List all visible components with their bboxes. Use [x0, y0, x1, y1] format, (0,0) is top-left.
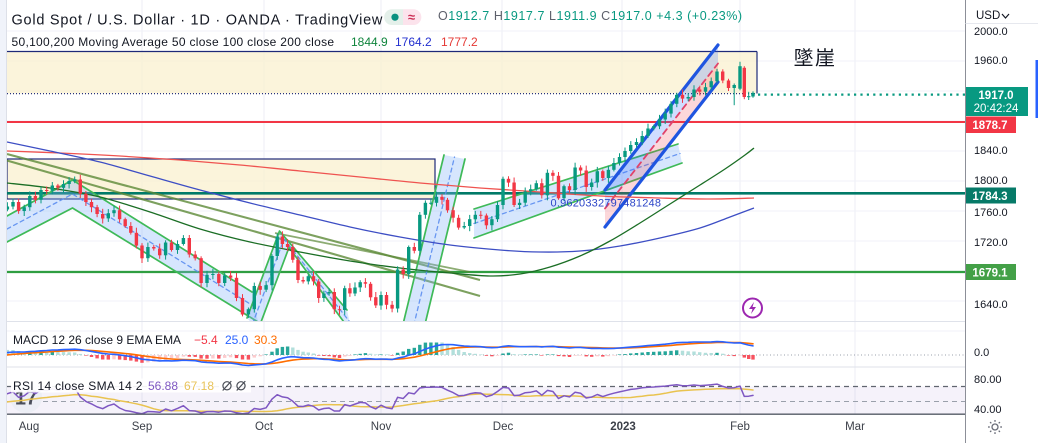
svg-text:1917.0: 1917.0: [978, 90, 1013, 102]
svg-text:Feb: Feb: [730, 421, 750, 433]
svg-text:30.3: 30.3: [254, 333, 278, 347]
svg-text:56.88: 56.88: [148, 379, 178, 393]
svg-text:1640.0: 1640.0: [974, 299, 1008, 311]
svg-text:Mar: Mar: [845, 421, 865, 433]
svg-text:1878.7: 1878.7: [972, 120, 1007, 132]
svg-text:USD: USD: [976, 10, 1000, 22]
svg-text:≈: ≈: [408, 10, 415, 25]
svg-text:MACD 12 26 close 9 EMA EMA: MACD 12 26 close 9 EMA EMA: [13, 333, 181, 347]
svg-text:0.0: 0.0: [974, 347, 989, 359]
svg-text:2023: 2023: [610, 421, 636, 433]
svg-text:25.0: 25.0: [225, 333, 249, 347]
svg-text:Sep: Sep: [132, 421, 152, 433]
svg-text:Aug: Aug: [19, 421, 39, 433]
svg-text:1844.9: 1844.9: [351, 35, 388, 49]
svg-text:67.18: 67.18: [184, 379, 214, 393]
svg-text:O1912.7 H1917.7 L1911.9 C1917.: O1912.7 H1917.7 L1911.9 C1917.0 +4.3 (+0…: [438, 9, 743, 23]
svg-text:Oct: Oct: [255, 421, 274, 433]
svg-text:1679.1: 1679.1: [972, 267, 1008, 279]
svg-text:Nov: Nov: [371, 421, 392, 433]
svg-text:1760.0: 1760.0: [974, 207, 1008, 219]
svg-text:1764.2: 1764.2: [395, 35, 432, 49]
svg-text:80.00: 80.00: [974, 374, 1002, 386]
svg-text:17: 17: [15, 388, 37, 410]
svg-text:40.00: 40.00: [974, 404, 1002, 416]
svg-text:50,100,200 Moving Average 50 c: 50,100,200 Moving Average 50 close 100 c…: [12, 35, 335, 49]
svg-text:Gold Spot / U.S. Dollar · 1D ·: Gold Spot / U.S. Dollar · 1D · OANDA · T…: [12, 13, 384, 29]
svg-text:2000.0: 2000.0: [974, 26, 1008, 38]
svg-text:1777.2: 1777.2: [441, 35, 478, 49]
svg-text:0.9620332797481248: 0.9620332797481248: [551, 198, 662, 210]
svg-text:1800.0: 1800.0: [974, 175, 1008, 187]
svg-text:1960.0: 1960.0: [974, 55, 1008, 67]
svg-text:1720.0: 1720.0: [974, 237, 1008, 249]
svg-text:RSI 14 close SMA 14 2: RSI 14 close SMA 14 2: [13, 379, 143, 393]
svg-text:Dec: Dec: [493, 421, 514, 433]
svg-text:−5.4: −5.4: [194, 333, 218, 347]
svg-text:20:42:24: 20:42:24: [974, 103, 1019, 115]
svg-text:1840.0: 1840.0: [974, 145, 1008, 157]
svg-text:1784.3: 1784.3: [972, 191, 1007, 203]
